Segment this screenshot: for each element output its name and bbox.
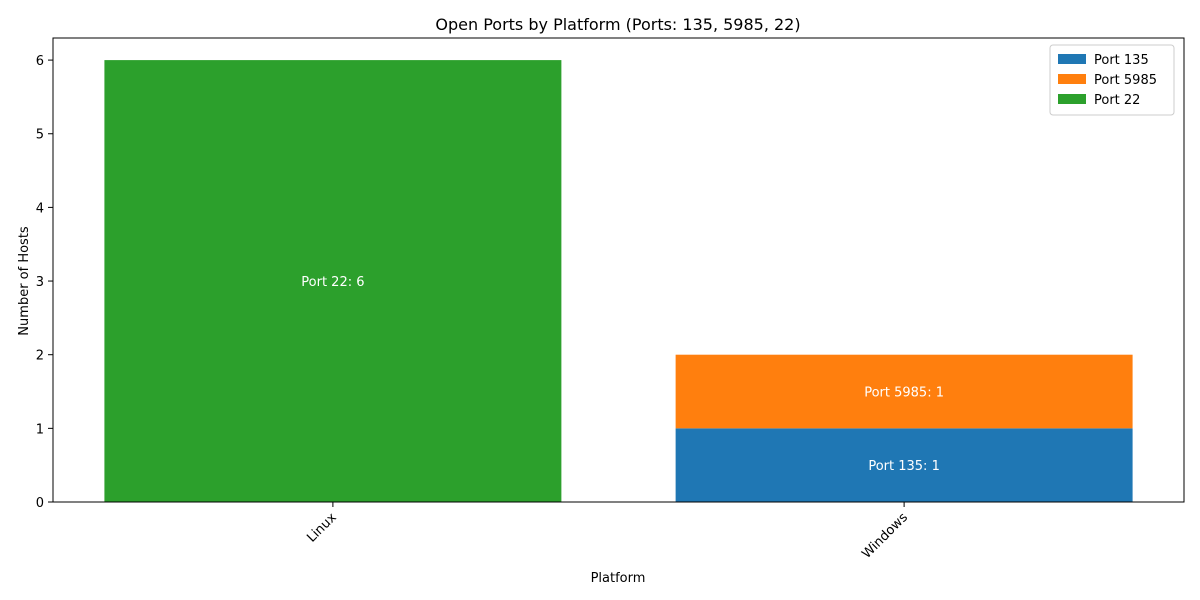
legend-label: Port 22	[1094, 93, 1140, 108]
bar-value-label: Port 135: 1	[868, 459, 940, 474]
bar-linux-port-22	[104, 60, 562, 502]
plot-area: Port 22: 6 Port 135: 1 Port 5985: 1	[104, 60, 1133, 502]
y-tick-label: 0	[36, 496, 44, 511]
y-axis-title: Number of Hosts	[17, 226, 32, 336]
legend-swatch	[1058, 54, 1086, 64]
y-tick-label: 6	[36, 54, 44, 69]
legend-label: Port 135	[1094, 53, 1149, 68]
bar-windows-port-135	[675, 428, 1133, 502]
legend: Port 135 Port 5985 Port 22	[1049, 44, 1175, 116]
y-tick-label: 2	[36, 349, 44, 364]
bar-value-label: Port 22: 6	[301, 275, 364, 290]
bar-windows-port-5985	[675, 354, 1133, 429]
y-tick-label: 4	[36, 201, 44, 216]
y-tick-label: 1	[36, 422, 44, 437]
legend-label: Port 5985	[1094, 73, 1157, 88]
x-tick-label: Linux	[304, 510, 340, 546]
axes-frame	[52, 37, 1185, 503]
x-axis-title: Platform	[591, 571, 646, 586]
legend-swatch	[1058, 74, 1086, 84]
chart-title: Open Ports by Platform (Ports: 135, 5985…	[435, 15, 800, 34]
y-tick-label: 5	[36, 128, 44, 143]
legend-swatch	[1058, 94, 1086, 104]
bar-value-label: Port 5985: 1	[864, 386, 944, 401]
y-tick-label: 3	[36, 275, 44, 290]
x-tick-label: Windows	[859, 510, 911, 562]
